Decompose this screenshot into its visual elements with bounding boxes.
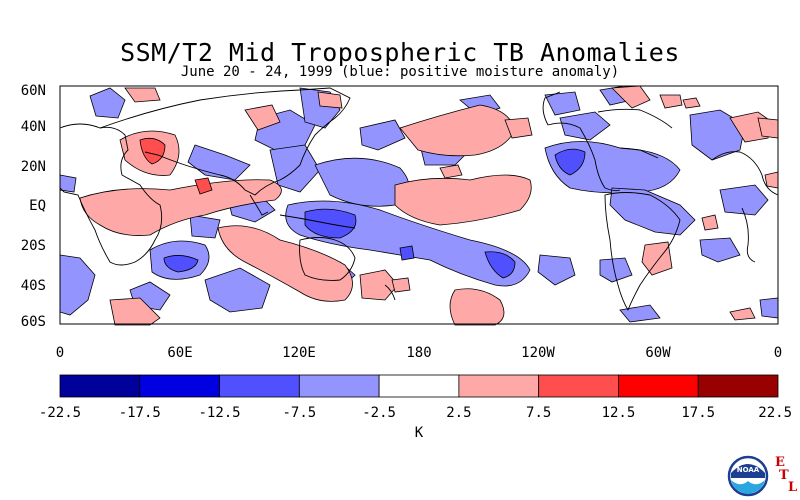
svg-text:T: T (779, 468, 789, 483)
colorbar-tick-label: 17.5 (681, 405, 715, 421)
noaa-logo: NOAA E T L (727, 455, 797, 497)
colorbar-swatch (697, 374, 779, 398)
colorbar-tick-label: 2.5 (446, 405, 471, 421)
colorbar-tick-label: -2.5 (362, 405, 396, 421)
svg-text:L: L (788, 480, 797, 495)
map-area (59, 85, 779, 326)
lon-label: 0 (774, 345, 782, 361)
lat-label: 40S (21, 278, 46, 294)
lon-label: 0 (56, 345, 64, 361)
lat-label: 40N (21, 119, 46, 135)
lon-label: 60W (645, 345, 671, 361)
lon-label: 180 (406, 345, 431, 361)
colorbar-swatch (618, 374, 699, 398)
svg-text:E: E (775, 455, 785, 470)
lat-label: 20N (21, 159, 46, 175)
colorbar-tick-label: -7.5 (282, 405, 316, 421)
map-subtitle: June 20 - 24, 1999 (blue: positive moist… (180, 64, 620, 80)
colorbar-unit: K (415, 425, 424, 441)
coastlines (59, 87, 779, 312)
colorbar-tick-label: -17.5 (119, 405, 161, 421)
colorbar-tick-label: 12.5 (602, 405, 636, 421)
lat-label: EQ (29, 198, 46, 214)
lon-label: 120E (282, 345, 316, 361)
lon-label: 120W (521, 345, 555, 361)
colorbar-swatch (139, 374, 220, 398)
colorbar-swatch (378, 374, 460, 398)
colorbar-swatch (59, 374, 141, 398)
colorbar: -22.5 -17.5 -12.5 -7.5 -2.5 2.5 7.5 12.5 17.5 22.… (39, 374, 792, 421)
colorbar-tick-label: 7.5 (526, 405, 551, 421)
lat-label: 60S (21, 314, 46, 330)
lon-label: 60E (167, 345, 192, 361)
lat-label: 60N (21, 83, 46, 99)
colorbar-swatch (298, 374, 380, 398)
svg-text:NOAA: NOAA (737, 466, 760, 474)
map-title: SSM/T2 Mid Tropospheric TB Anomalies (120, 38, 680, 67)
colorbar-tick-label: -22.5 (39, 405, 81, 421)
colorbar-swatch (219, 374, 300, 398)
negative-moisture-anomalies (79, 85, 779, 326)
colorbar-tick-label: -12.5 (198, 405, 240, 421)
longitude-axis: 0 60E 120E 180 120W 60W 0 (56, 345, 782, 361)
colorbar-swatch (458, 374, 540, 398)
colorbar-tick-label: 22.5 (758, 405, 792, 421)
map-frame (59, 85, 779, 325)
lat-label: 20S (21, 238, 46, 254)
colorbar-swatch (538, 374, 619, 398)
latitude-axis: 60N 40N 20N EQ 20S 40S 60S (21, 83, 46, 330)
